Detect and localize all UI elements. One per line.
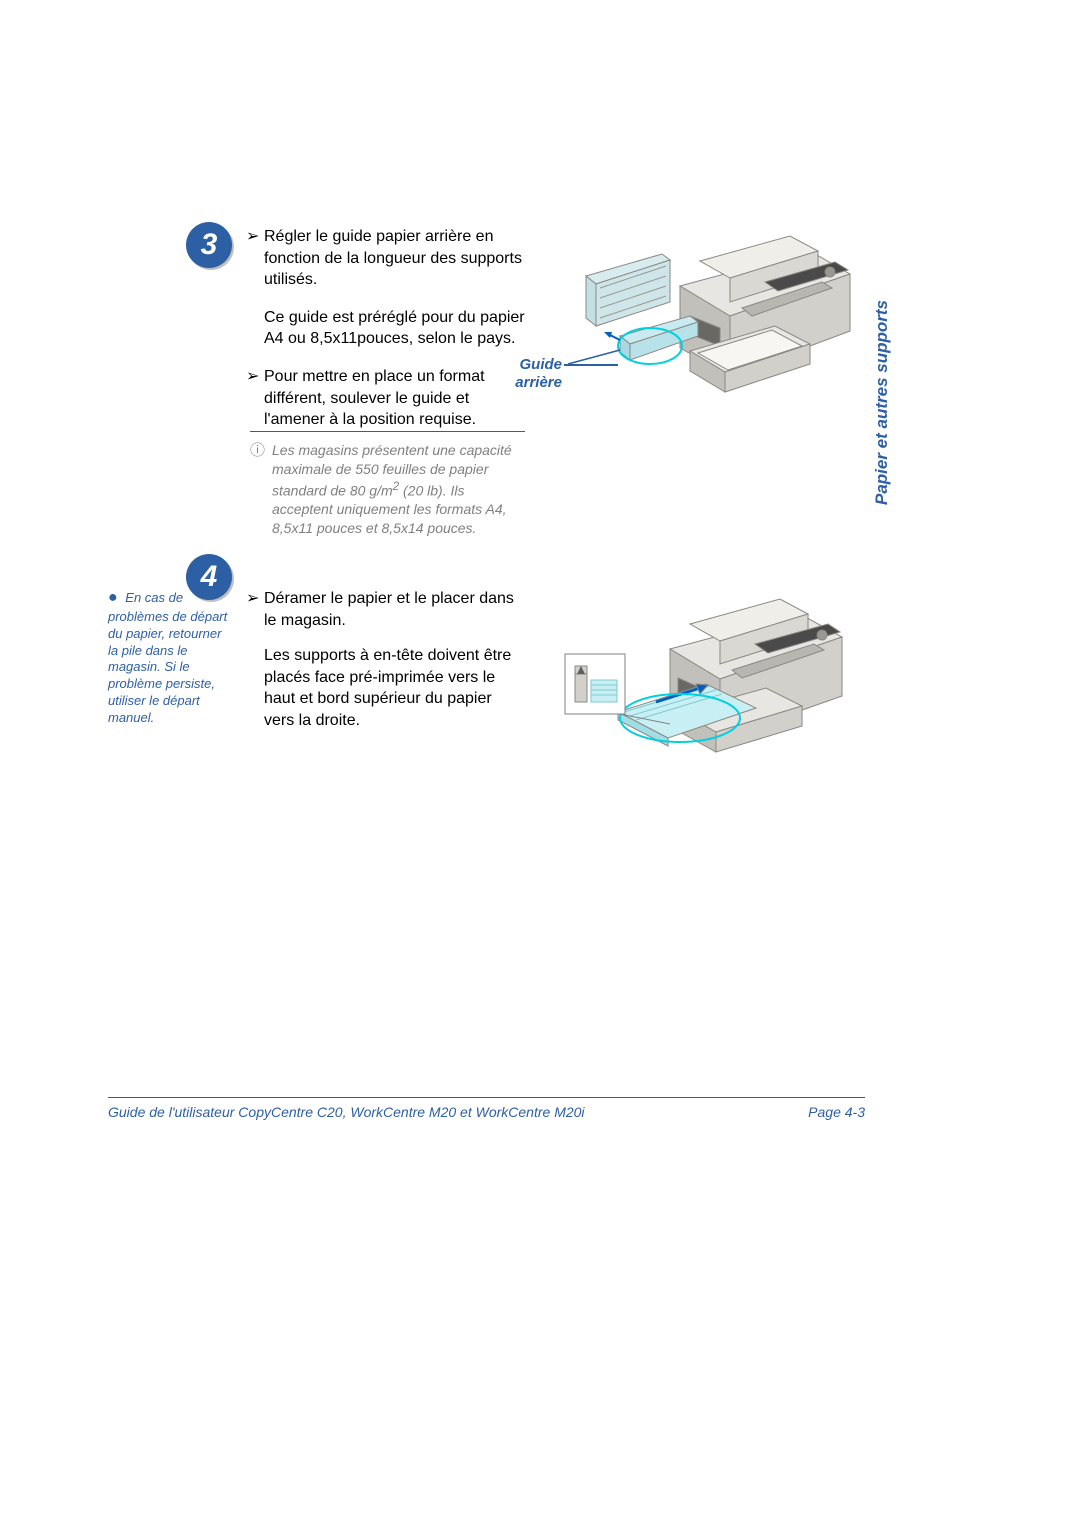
step-3-note-text: Les magasins présentent une capacité max… — [272, 441, 525, 538]
step-4-text: ➢ Déramer le papier et le placer dans le… — [246, 588, 526, 746]
document-page: Papier et autres supports 3 ➢ Régler le … — [0, 0, 1080, 1528]
step-4-bullet-1-text: Déramer le papier et le placer dans le m… — [264, 588, 526, 631]
step-3-figure: Guide arrière — [560, 216, 860, 416]
step-4-bullet-1: ➢ Déramer le papier et le placer dans le… — [246, 588, 526, 631]
chapter-side-tab: Papier et autres supports — [872, 300, 892, 505]
step-4-plain: Les supports à en-tête doivent être plac… — [246, 645, 526, 731]
step-3-text: ➢ Régler le guide papier arrière en fonc… — [246, 226, 526, 447]
footer-divider — [108, 1097, 865, 1098]
printer-illustration-load-paper — [560, 584, 860, 774]
step-3-bullet-1: ➢ Régler le guide papier arrière en fonc… — [246, 226, 526, 291]
step-3-bullet-1-text: Régler le guide papier arrière en foncti… — [264, 226, 526, 291]
step-3-badge: 3 — [186, 222, 232, 268]
footer-doc-title: Guide de l'utilisateur CopyCentre C20, W… — [108, 1104, 585, 1120]
step-3-note: ⓘ Les magasins présentent une capacité m… — [250, 441, 525, 538]
callout-line — [564, 364, 618, 366]
guide-arriere-label: Guide arrière — [506, 356, 562, 392]
bullet-icon: ● — [108, 589, 118, 606]
printer-illustration-open-tray — [560, 216, 860, 416]
step-4-tip-text: En cas de problèmes de départ du papier,… — [108, 590, 227, 725]
info-icon: ⓘ — [250, 441, 272, 538]
footer-page-number: Page 4-3 — [808, 1104, 865, 1120]
note-divider — [250, 431, 525, 432]
step-3-bullet-2: ➢ Pour mettre en place un format différe… — [246, 366, 526, 431]
step-3-plain: Ce guide est préréglé pour du papier A4 … — [246, 307, 526, 350]
step-3-bullet-2-text: Pour mettre en place un format différent… — [264, 366, 526, 431]
step-4-figure — [560, 584, 860, 774]
chevron-icon: ➢ — [246, 366, 264, 431]
chevron-icon: ➢ — [246, 588, 264, 631]
chevron-icon: ➢ — [246, 226, 264, 291]
step-number-3: 3 — [186, 222, 232, 268]
step-4-margin-tip: ● En cas de problèmes de départ du papie… — [108, 588, 228, 727]
